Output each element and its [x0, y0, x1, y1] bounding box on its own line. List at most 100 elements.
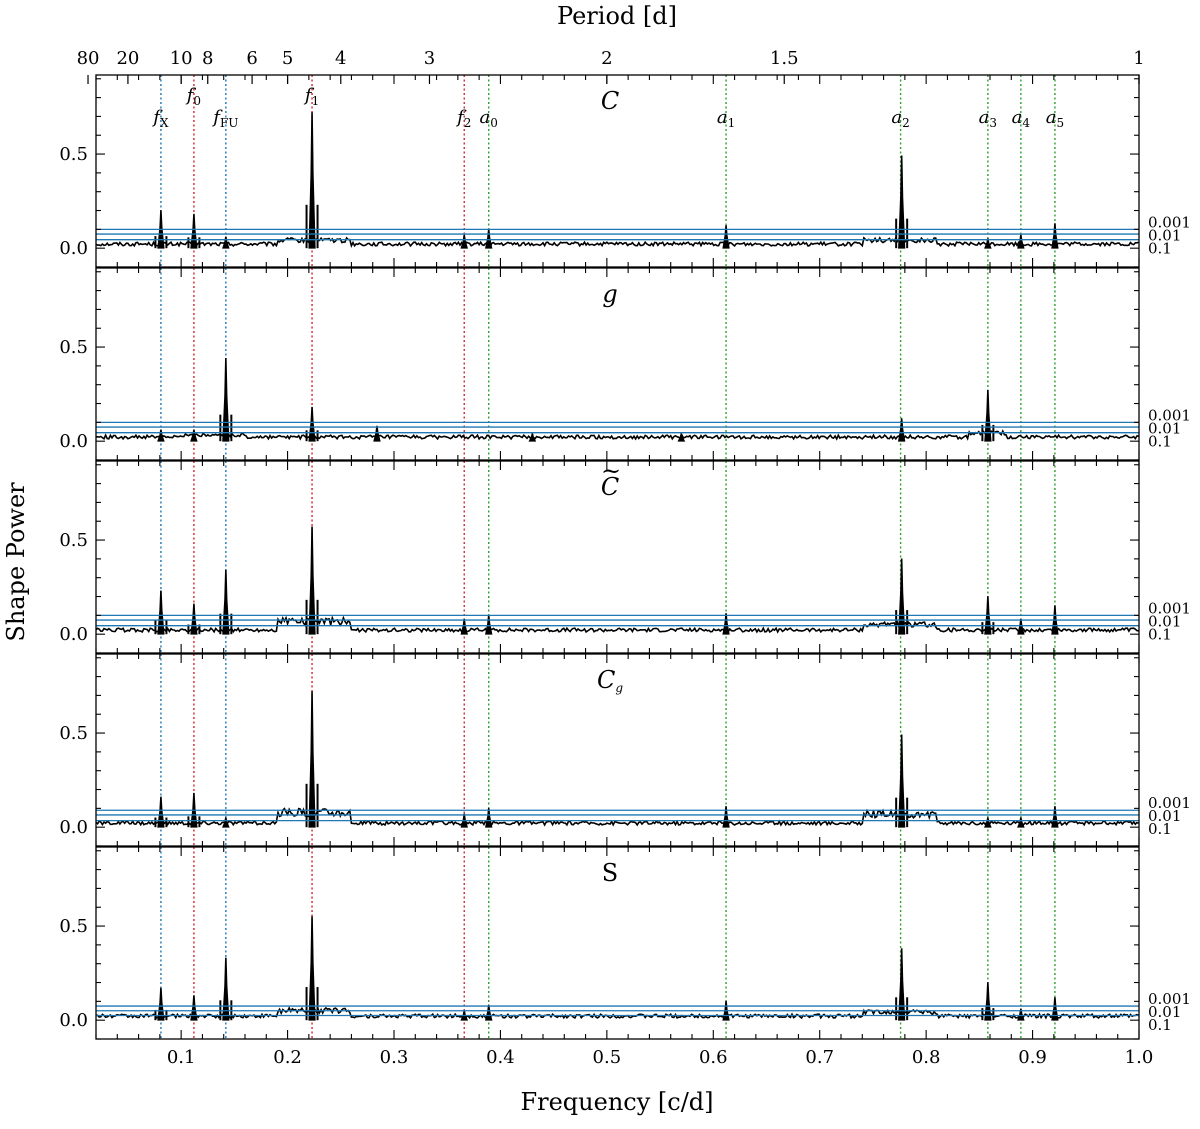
period-axis: 80 20 10 8 6 5 4 3 2 1.5 1	[77, 48, 1145, 84]
significance-label: 0.1	[1148, 1016, 1172, 1034]
period-tick-label: 10	[170, 48, 193, 69]
significance-label: 0.1	[1148, 432, 1172, 450]
significance-label: 0.001	[1148, 213, 1191, 231]
significance-label: 0.01	[1148, 1003, 1181, 1021]
period-tick-label: 4	[335, 48, 346, 69]
peak-0.142	[222, 236, 230, 249]
peak-0.777	[898, 558, 906, 635]
panel-frame	[95, 653, 1140, 847]
significance-label: 0.01	[1148, 612, 1181, 630]
y-tick-label: 0.0	[59, 1010, 88, 1031]
significance-label: 0.001	[1148, 990, 1191, 1008]
peak-0.889	[1017, 618, 1025, 635]
noise-floor	[95, 615, 1139, 634]
x-tick-label: 0.9	[1018, 1047, 1047, 1068]
x-tick-label: 0.5	[593, 1047, 622, 1068]
marker-label-f0: f0	[185, 85, 201, 108]
period-tick-label: 1	[1133, 48, 1144, 69]
y-tick-label: 0.5	[59, 723, 88, 744]
period-tick-label: 20	[116, 48, 139, 69]
y-tick-label: 0.5	[59, 916, 88, 937]
panel-label: C	[601, 87, 619, 115]
significance-label: 0.01	[1148, 419, 1181, 437]
y-tick-label: 0.5	[59, 530, 88, 551]
y-axis-title: Shape Power	[2, 482, 30, 642]
peak-0.284	[373, 425, 381, 442]
peak-0.777	[898, 155, 906, 249]
marker-label-a0: a0	[480, 107, 498, 130]
significance-label: 0.01	[1148, 226, 1181, 244]
peak-0.921	[1051, 997, 1059, 1021]
period-tick-label: 6	[246, 48, 257, 69]
marker-label-a1: a1	[717, 107, 735, 130]
marker-label-a4: a4	[1012, 107, 1031, 130]
peak-0.889	[1017, 234, 1025, 249]
noise-floor	[95, 236, 1139, 248]
peak-0.142	[222, 817, 230, 828]
peak-0.389	[485, 807, 493, 828]
peak-0.389	[485, 614, 493, 635]
peak-0.112	[190, 213, 198, 249]
y-tick-label: 0.0	[59, 624, 88, 645]
peak-0.858	[984, 982, 992, 1021]
panels-group: 80 20 10 8 6 5 4 3 2 1.5 10.0010.010.10.00.5C0.001…	[59, 48, 1191, 1068]
x-tick-label: 0.2	[273, 1047, 302, 1068]
marker-label-f1: f1	[303, 85, 319, 108]
significance-label: 0.001	[1148, 406, 1191, 424]
peak-0.921	[1051, 223, 1059, 249]
peak-0.921	[1051, 806, 1059, 828]
peak-0.112	[190, 995, 198, 1021]
x-tick-label: 0.8	[912, 1047, 941, 1068]
peak-0.366	[460, 618, 468, 635]
peak-0.223	[308, 406, 316, 442]
peak-0.57	[677, 433, 686, 442]
period-tick-label: 3	[424, 48, 435, 69]
peak-0.858	[984, 817, 992, 828]
peak-0.858	[984, 389, 992, 442]
peak-0.777	[897, 418, 906, 442]
x-tick-label: 0.3	[380, 1047, 409, 1068]
significance-label: 0.01	[1148, 807, 1181, 825]
y-tick-label: 0.0	[59, 238, 88, 259]
peak-0.889	[1017, 817, 1025, 828]
marker-label-ffu: fFU	[211, 107, 238, 130]
panel-label: Cg	[597, 666, 623, 695]
period-tick-label: 1.5	[770, 48, 799, 69]
peak-0.081	[157, 590, 165, 635]
marker-label-a5: a5	[1046, 107, 1064, 130]
panel-frame	[95, 74, 1140, 268]
peak-0.142	[222, 569, 230, 635]
y-tick-label: 0.5	[59, 337, 88, 358]
x-axis-ticks: 0.1 0.2 0.3 0.4 0.5 0.6 0.7 0.8 0.9 1.0	[167, 1047, 1153, 1068]
x-tick-label: 0.6	[699, 1047, 728, 1068]
y-tick-label: 0.0	[59, 817, 88, 838]
peak-0.223	[308, 916, 316, 1021]
panel-frame	[95, 267, 1140, 461]
peak-0.112	[190, 429, 198, 442]
peak-0.612	[722, 613, 730, 635]
significance-label: 0.1	[1148, 239, 1172, 257]
panel-label-tilde: ~	[601, 457, 621, 485]
significance-label: 0.1	[1148, 820, 1172, 838]
peak-0.081	[157, 987, 165, 1021]
x-tick-label: 1.0	[1125, 1047, 1154, 1068]
marker-label-fx: fX	[151, 107, 169, 130]
peak-0.777	[898, 948, 906, 1021]
x-tick-label: 0.7	[805, 1047, 834, 1068]
peak-0.223	[308, 526, 316, 635]
peak-0.389	[485, 1004, 493, 1021]
period-tick-label: 5	[282, 48, 293, 69]
x-tick-label: 0.4	[486, 1047, 515, 1068]
marker-label-f2: f2	[455, 107, 471, 130]
peak-0.612	[722, 225, 730, 249]
marker-label-a3: a3	[979, 107, 997, 130]
y-tick-label: 0.0	[59, 431, 88, 452]
panel-label: S	[602, 859, 618, 887]
peak-0.889	[1017, 1008, 1025, 1021]
